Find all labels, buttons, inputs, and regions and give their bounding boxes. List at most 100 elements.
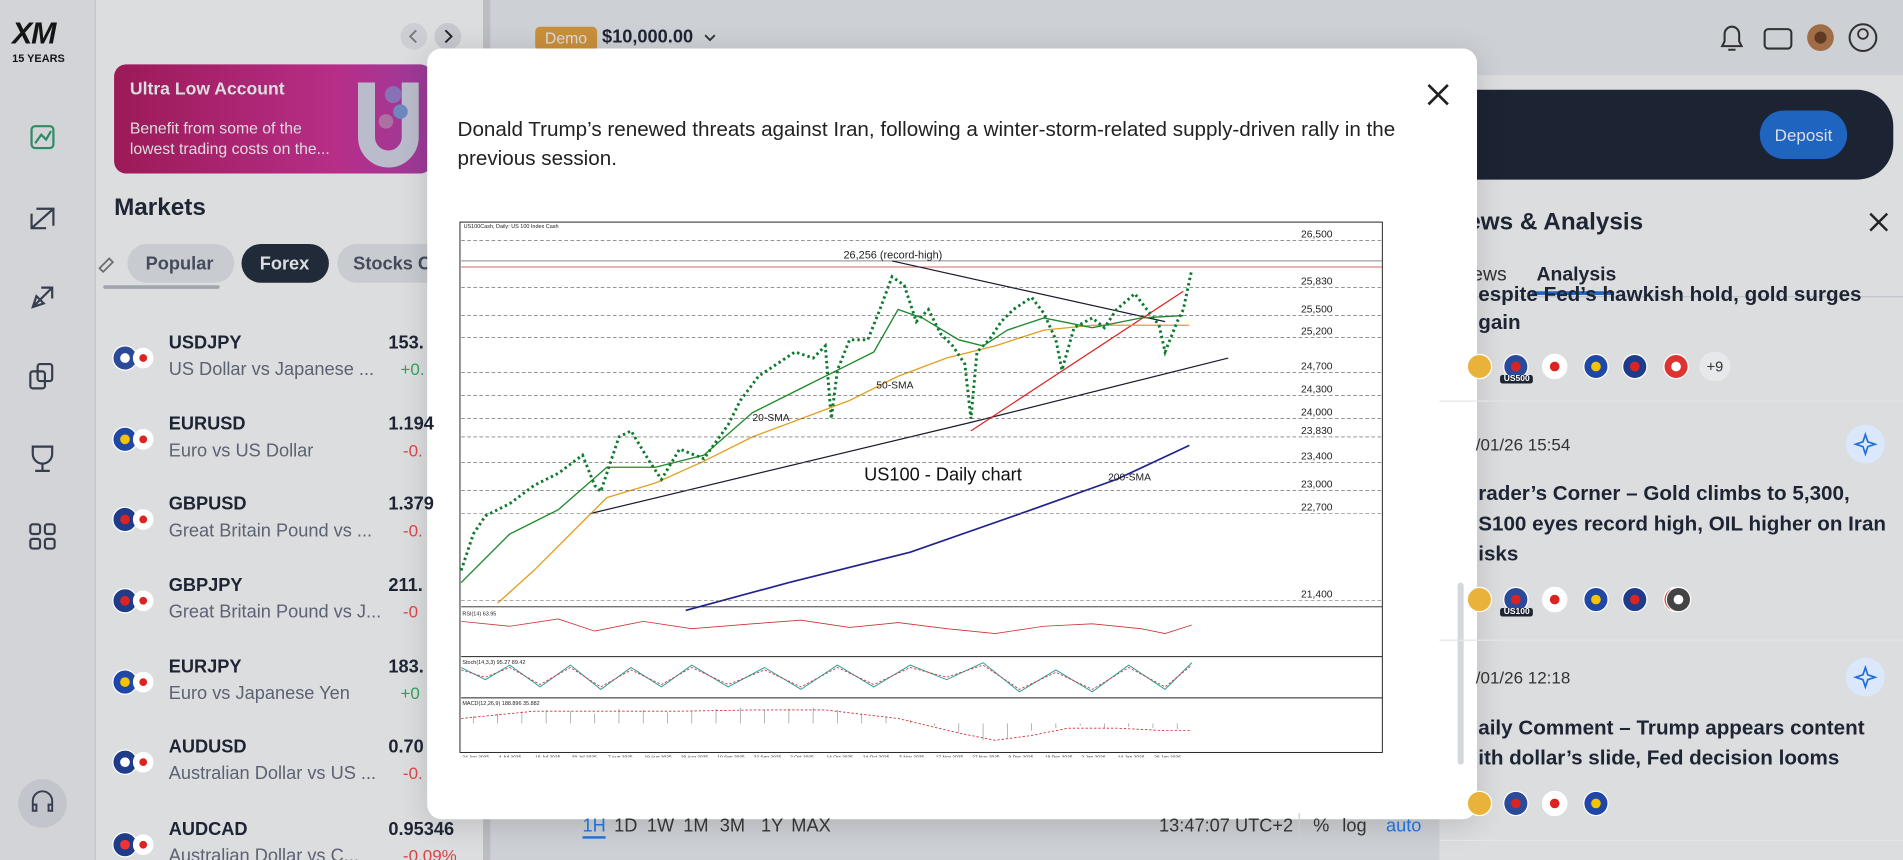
level-label: 24,300 xyxy=(1301,385,1333,396)
level-label: 25,500 xyxy=(1301,305,1333,316)
date-label: 2 Oct 2025 xyxy=(790,755,814,758)
more-badge[interactable]: +9 xyxy=(1699,351,1731,382)
close-news[interactable] xyxy=(1867,210,1891,234)
tab-label: Stocks C xyxy=(353,253,432,275)
range-button[interactable]: MAX xyxy=(791,815,831,837)
apps-icon-3 xyxy=(29,537,42,550)
ai-summary-button[interactable] xyxy=(1844,422,1888,466)
flag-emblem xyxy=(1629,594,1640,605)
copy-icon-back xyxy=(36,363,54,383)
change: -0 xyxy=(402,601,419,622)
chart-option[interactable]: % xyxy=(1313,815,1330,837)
flag-emblem xyxy=(139,515,148,524)
flag-icon xyxy=(132,429,154,450)
deposit-button[interactable]: Deposit xyxy=(1759,110,1848,159)
demo-badge[interactable]: Demo xyxy=(535,26,597,51)
discover-icon[interactable] xyxy=(31,286,54,309)
prev-button[interactable] xyxy=(400,23,428,50)
apps-icon[interactable] xyxy=(29,523,42,536)
price: 183. xyxy=(388,656,424,678)
date-label: 9 Dec 2025 xyxy=(1009,755,1034,758)
tab-popular[interactable] xyxy=(127,243,235,283)
news-date: /01/26 15:54 xyxy=(1475,434,1571,454)
market-row[interactable] xyxy=(97,646,483,716)
right-panel xyxy=(1439,75,1903,860)
range-button[interactable]: 1Y xyxy=(760,815,784,837)
flag-emblem xyxy=(1549,798,1560,809)
timebar-separator xyxy=(1298,813,1300,840)
sparkle-icon xyxy=(1852,431,1878,457)
instrument-name: Euro vs US Dollar xyxy=(168,440,314,462)
price-candles xyxy=(459,269,1194,571)
flag-emblem xyxy=(1474,594,1485,605)
support-button[interactable] xyxy=(18,779,67,828)
chart-option[interactable]: auto xyxy=(1385,815,1422,837)
chart-icon[interactable] xyxy=(30,125,55,150)
news-headline[interactable]: rader’s Corner – Gold climbs to 5,300, xyxy=(1478,481,1850,505)
news-headline: gain xyxy=(1478,310,1521,334)
range-button[interactable]: 1M xyxy=(683,815,709,837)
chart-option[interactable]: log xyxy=(1342,815,1367,837)
flag-icon xyxy=(1503,353,1529,380)
apps-icon-4 xyxy=(43,537,56,550)
sma-200 xyxy=(685,444,1190,612)
banner-title: Ultra Low Account xyxy=(129,80,285,100)
news-headline[interactable]: aily Comment – Trump appears content xyxy=(1478,716,1865,740)
price: 0.95346 xyxy=(388,819,455,840)
price: 1.194 xyxy=(388,413,434,435)
clock: 13:47:07 UTC+2 xyxy=(1159,815,1294,837)
balance[interactable]: $10,000.00 xyxy=(601,26,694,48)
date-label: 5 Nov 2025 xyxy=(899,755,924,758)
date-label: 28 Jul 2025 xyxy=(572,755,597,758)
range-button[interactable]: 1W xyxy=(646,815,675,837)
symbol: EURJPY xyxy=(168,656,242,678)
flag-emblem xyxy=(139,678,148,686)
flag-icon xyxy=(112,588,138,614)
record-label: 26,256 (record-high) xyxy=(843,250,942,262)
edit-tab[interactable] xyxy=(95,246,119,282)
tab-forex[interactable] xyxy=(241,243,329,283)
date-label: 19 Dec 2025 xyxy=(1045,755,1073,758)
stoch-signal xyxy=(461,664,1193,690)
level-label: 26,500 xyxy=(1301,229,1333,240)
range-button[interactable]: 3M xyxy=(719,815,745,837)
news-tab[interactable]: ews xyxy=(1472,264,1507,286)
date-label: 19 Aug 2025 xyxy=(644,755,672,758)
flag-icon xyxy=(1622,353,1648,380)
wallet-icon[interactable] xyxy=(1763,28,1793,50)
trade-icon[interactable] xyxy=(30,207,55,230)
close-modal[interactable] xyxy=(1424,80,1453,109)
market-row[interactable] xyxy=(97,322,483,392)
flag-emblem xyxy=(120,595,130,606)
balance-dropdown[interactable] xyxy=(701,29,718,46)
range-button[interactable]: 1H xyxy=(582,816,606,839)
instrument-name: US Dollar vs Japanese ... xyxy=(168,359,375,380)
market-row[interactable] xyxy=(97,564,483,634)
magnet-art xyxy=(358,82,419,168)
ai-summary-button[interactable] xyxy=(1844,655,1888,699)
flag-emblem xyxy=(1673,594,1684,605)
trophy-icon[interactable] xyxy=(31,445,54,472)
flag-emblem xyxy=(1474,361,1485,372)
instrument-name: Great Britain Pound vs ... xyxy=(168,520,373,542)
figure-title: US100 - Daily chart xyxy=(864,465,1022,485)
notifications-icon[interactable] xyxy=(1720,25,1744,51)
next-button[interactable] xyxy=(434,23,462,50)
modal-scrollbar[interactable] xyxy=(1457,582,1464,765)
flag-icon xyxy=(1541,353,1568,380)
profile-icon[interactable] xyxy=(1848,23,1878,53)
market-row[interactable] xyxy=(97,726,483,796)
flag-icon xyxy=(1466,586,1493,613)
banner-art xyxy=(358,82,419,168)
price: 153. xyxy=(388,332,424,354)
news-headline[interactable]: espite Fed’s hawkish hold, gold surges xyxy=(1478,282,1862,306)
news-headline: isks xyxy=(1478,542,1519,566)
level-label: 25,830 xyxy=(1301,277,1333,288)
close-icon xyxy=(1869,212,1889,232)
range-button[interactable]: 1D xyxy=(614,815,638,837)
analysis-tab[interactable]: Analysis xyxy=(1536,264,1617,286)
modal-fade xyxy=(427,48,1478,98)
logo: XM xyxy=(12,16,56,51)
sma-50 xyxy=(497,324,1190,604)
date-label: 14 Oct 2025 xyxy=(826,755,853,758)
